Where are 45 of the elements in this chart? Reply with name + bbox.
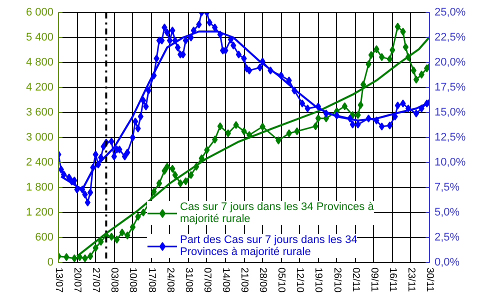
x-tick-label: 30/11 bbox=[424, 268, 435, 292]
x-tick-label: 16/11 bbox=[386, 268, 398, 292]
x-tick-label: 07/09 bbox=[201, 268, 212, 293]
x-tick-label: 14/09 bbox=[220, 268, 231, 293]
y2-tick-label: 12,5% bbox=[434, 132, 466, 144]
x-tick-label: 10/08 bbox=[127, 268, 138, 293]
legend-label: Cas sur 7 jours dans les 34 Provinces à majorité rurale bbox=[180, 201, 374, 225]
y2-tick-label: 22,5% bbox=[434, 32, 466, 44]
y-tick-label: 1 800 bbox=[26, 182, 54, 194]
y-tick-label: 2 400 bbox=[26, 156, 54, 168]
y-tick-label: 3 600 bbox=[26, 106, 54, 118]
x-tick-label: 24/08 bbox=[164, 268, 176, 293]
y-tick-label: 4 800 bbox=[26, 56, 54, 68]
y2-tick-label: 2,5% bbox=[434, 232, 460, 244]
y-tick-label: 3 000 bbox=[26, 132, 54, 144]
y-tick-label: 5 400 bbox=[26, 32, 54, 44]
x-tick-label: 12/10 bbox=[294, 268, 306, 293]
x-tick-label: 21/09 bbox=[238, 268, 250, 293]
x-tick-label: 20/07 bbox=[72, 268, 83, 293]
y2-tick-label: 7,5% bbox=[434, 182, 460, 194]
x-tick-label: 03/08 bbox=[108, 268, 120, 293]
x-tick-label: 19/10 bbox=[312, 268, 324, 293]
y-tick-label: 1 200 bbox=[26, 206, 54, 218]
legend-label: Part des Cas sur 7 jours dans les 34 Provinces à majorité rurale bbox=[180, 234, 358, 258]
x-tick-label: 23/11 bbox=[405, 268, 416, 292]
x-tick-label: 05/10 bbox=[276, 268, 287, 293]
y2-tick-label: 0,0% bbox=[434, 256, 460, 268]
y-tick-label: 600 bbox=[35, 232, 54, 244]
x-tick-label: 09/11 bbox=[368, 268, 380, 292]
x-tick-label: 31/08 bbox=[182, 268, 194, 293]
y2-tick-label: 25,0% bbox=[434, 6, 466, 18]
y-tick-label: 0 bbox=[47, 256, 54, 268]
y2-tick-label: 5,0% bbox=[434, 206, 460, 218]
y2-tick-label: 20,0% bbox=[434, 56, 466, 68]
y2-tick-label: 10,0% bbox=[434, 156, 466, 168]
x-tick-label: 28/09 bbox=[257, 268, 268, 293]
y-tick-label: 6 000 bbox=[26, 6, 54, 18]
x-tick-label: 27/07 bbox=[90, 268, 102, 293]
x-tick-label: 26/10 bbox=[331, 268, 342, 293]
x-tick-label: 13/07 bbox=[53, 268, 64, 293]
y2-tick-label: 15,0% bbox=[434, 106, 466, 118]
x-tick-label: 02/11 bbox=[350, 268, 361, 292]
x-tick-label: 17/08 bbox=[146, 268, 157, 293]
y2-tick-label: 17,5% bbox=[434, 82, 466, 94]
y-tick-label: 4 200 bbox=[26, 82, 54, 94]
